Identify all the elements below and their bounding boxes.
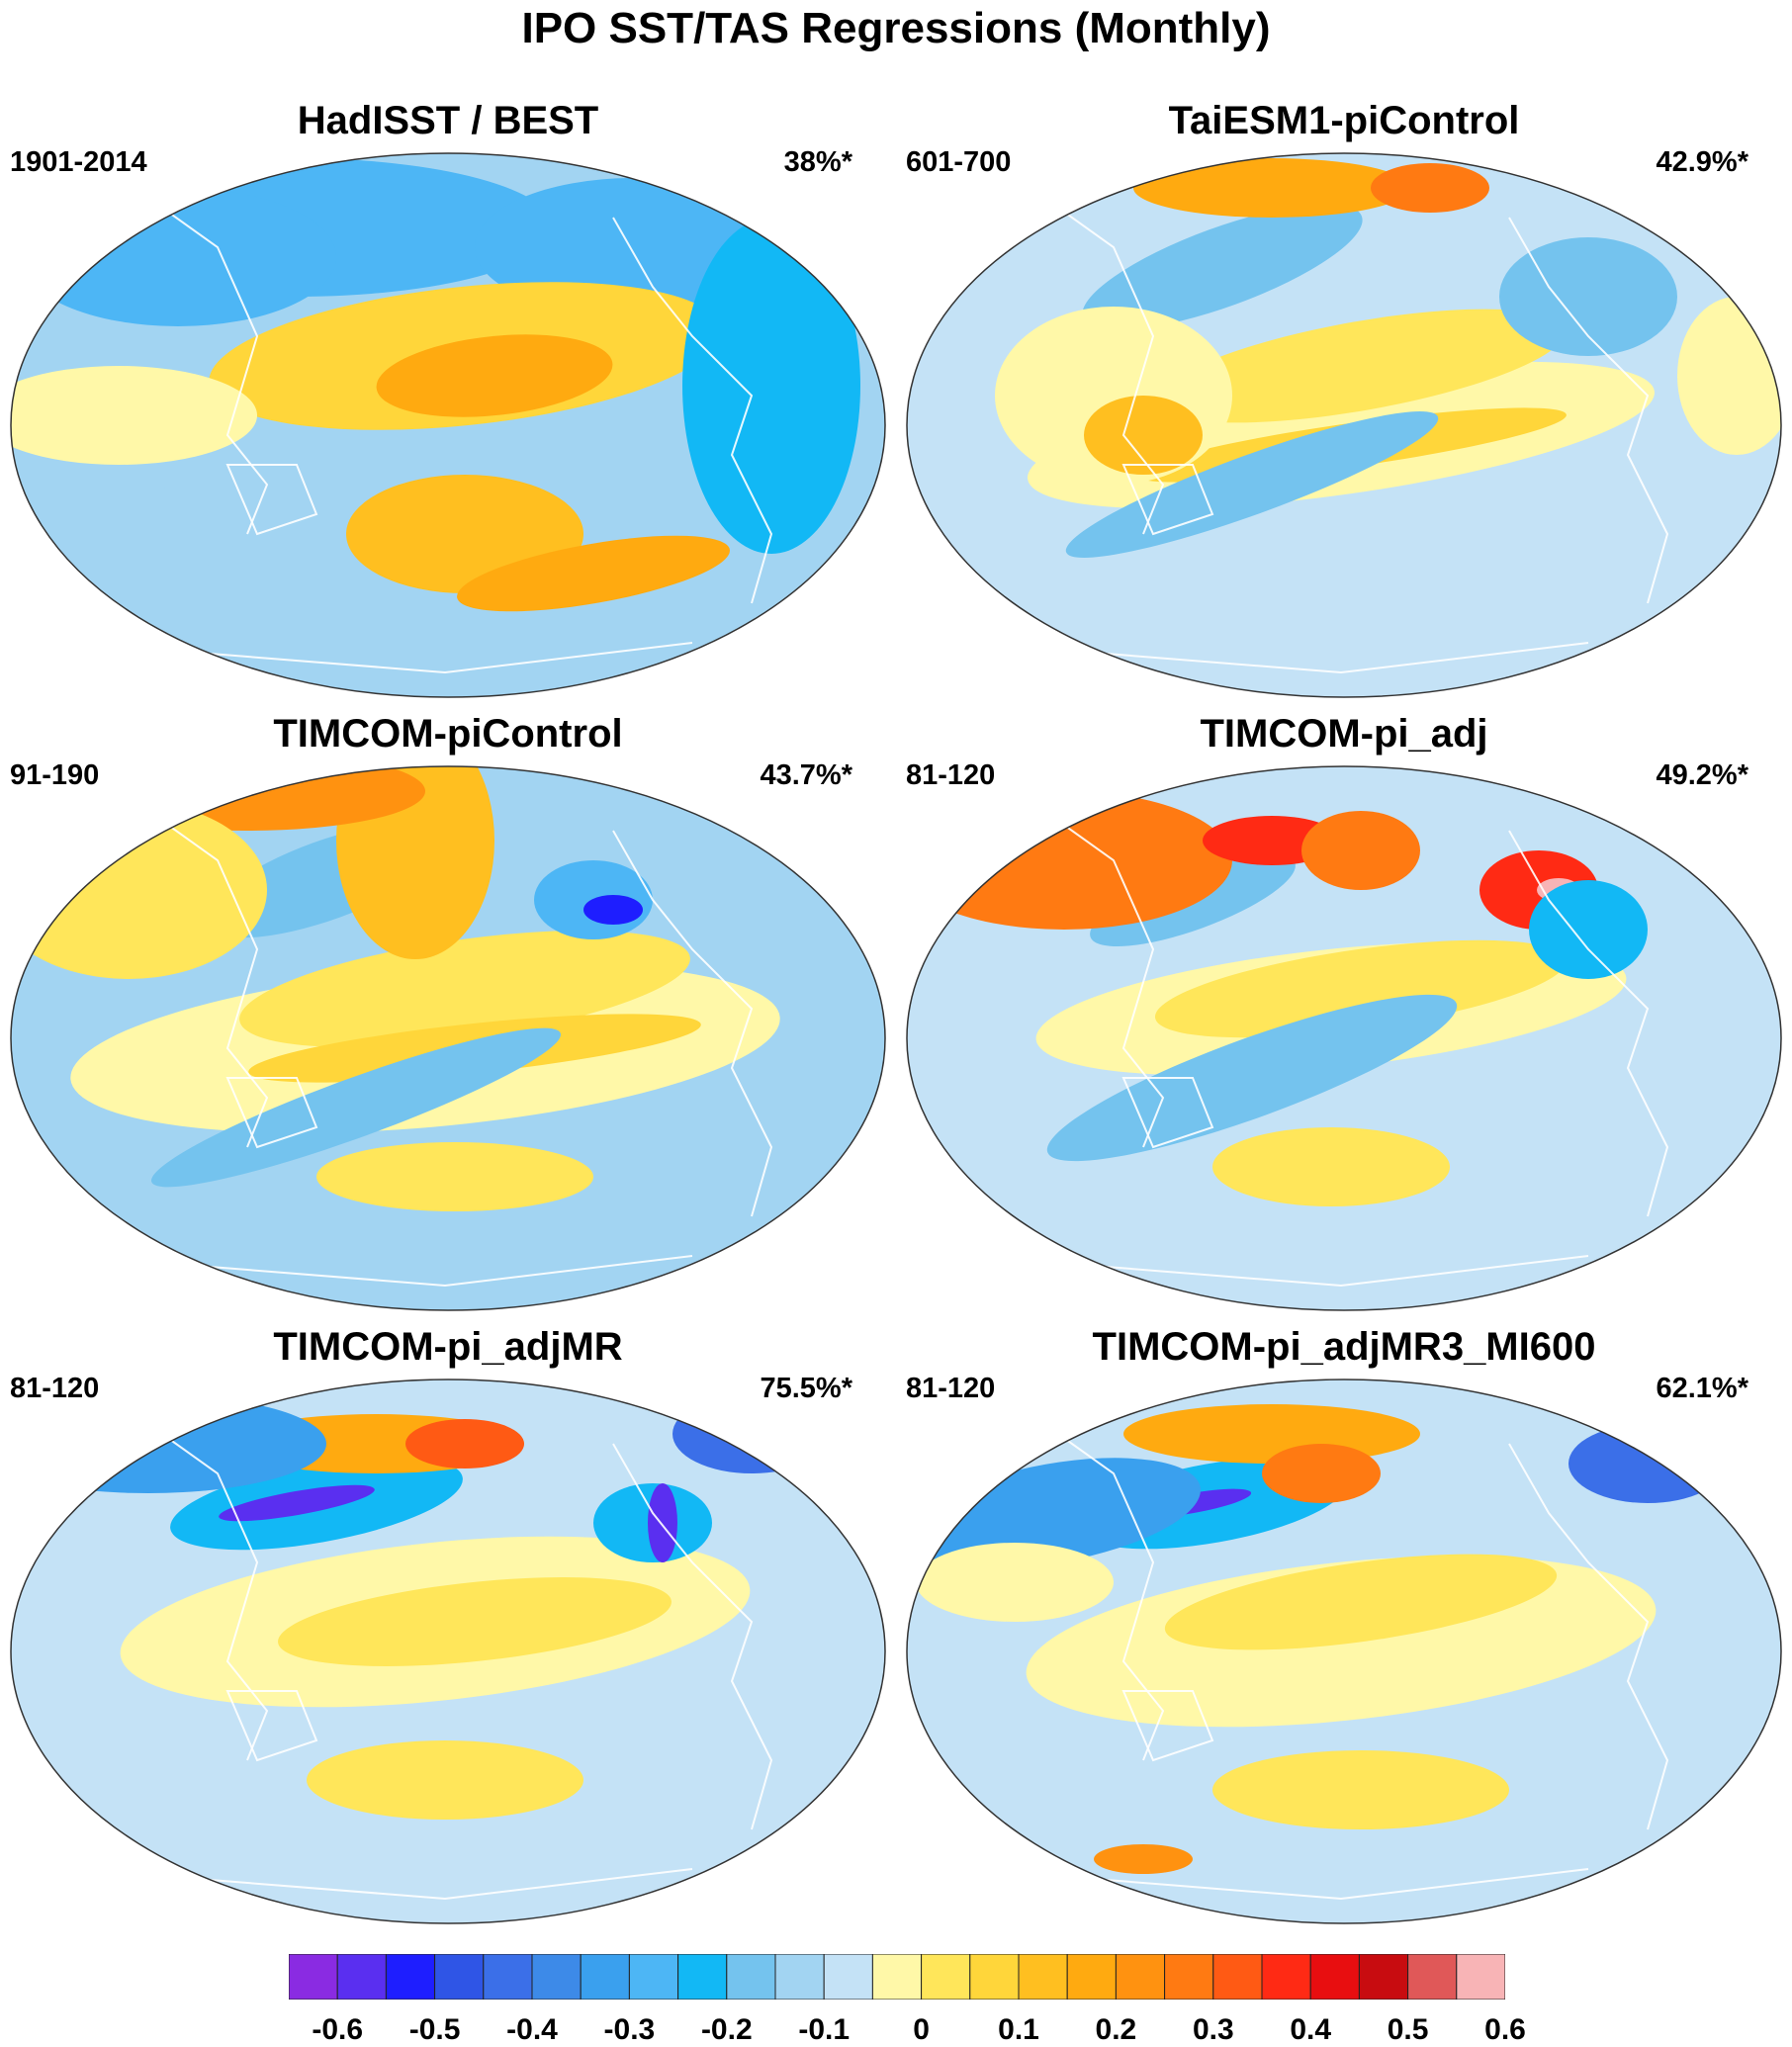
colorbar-swatch <box>1309 1954 1360 2000</box>
regression-map <box>10 765 886 1311</box>
regression-map <box>906 152 1782 698</box>
period-label: 91-190 <box>10 759 100 791</box>
colorbar-swatch <box>1261 1954 1311 2000</box>
panel-3: TIMCOM-piControl 91-190 43.7%* <box>0 712 896 1325</box>
variance-label: 75.5%* <box>760 1373 852 1404</box>
colorbar-swatch <box>336 1954 387 2000</box>
regression-map <box>10 1379 886 1924</box>
variance-label: 38%* <box>783 146 852 178</box>
period-label: 81-120 <box>10 1373 100 1404</box>
colorbar-tick-label: 0.4 <box>1290 2013 1332 2046</box>
panel-6: TIMCOM-pi_adjMR3_MI600 81-120 62.1%* <box>896 1325 1792 1938</box>
panel-2: TaiESM1-piControl 601-700 42.9%* <box>896 99 1792 712</box>
colorbar-swatch <box>483 1954 533 2000</box>
colorbar-swatch <box>1066 1954 1117 2000</box>
colorbar-tick-label: 0.1 <box>998 2013 1039 2046</box>
period-label: 81-120 <box>906 759 996 791</box>
colorbar-swatch <box>385 1954 436 2000</box>
colorbar-swatch <box>1358 1954 1409 2000</box>
period-label: 601-700 <box>906 146 1012 178</box>
panel-1: HadISST / BEST 1901-2014 38%* <box>0 99 896 712</box>
colorbar-swatch <box>580 1954 630 2000</box>
colorbar-swatch <box>871 1954 923 2000</box>
period-label: 1901-2014 <box>10 146 147 178</box>
colorbar-tick-label: 0.5 <box>1387 2013 1429 2046</box>
colorbar-swatch <box>921 1954 971 2000</box>
colorbar-swatch <box>823 1954 873 2000</box>
colorbar-tick-label: -0.4 <box>506 2013 558 2046</box>
colorbar-swatch <box>531 1954 582 2000</box>
colorbar-swatch <box>289 1954 338 2000</box>
colorbar-swatch <box>1407 1954 1458 2000</box>
figure-title: IPO SST/TAS Regressions (Monthly) <box>521 4 1271 52</box>
colorbar-swatch <box>1164 1954 1214 2000</box>
colorbar-swatch <box>1115 1954 1166 2000</box>
panel-title: HadISST / BEST <box>297 99 599 142</box>
panel-title: TIMCOM-pi_adj <box>1200 712 1488 756</box>
panel-title: TIMCOM-pi_adjMR <box>273 1325 623 1369</box>
panel-4: TIMCOM-pi_adj 81-120 49.2%* <box>896 712 1792 1325</box>
panel-title: TIMCOM-pi_adjMR3_MI600 <box>1092 1325 1596 1369</box>
colorbar-swatch <box>1456 1954 1505 2000</box>
colorbar-tick-label: 0.6 <box>1484 2013 1526 2046</box>
colorbar-swatch <box>1018 1954 1068 2000</box>
variance-label: 62.1%* <box>1656 1373 1748 1404</box>
panel-title: TIMCOM-piControl <box>273 712 623 756</box>
colorbar-swatch <box>969 1954 1020 2000</box>
period-label: 81-120 <box>906 1373 996 1404</box>
regression-map <box>10 152 886 698</box>
panel-title: TaiESM1-piControl <box>1168 99 1520 142</box>
regression-map <box>906 765 1782 1311</box>
variance-label: 43.7%* <box>760 759 852 791</box>
colorbar-swatch <box>726 1954 776 2000</box>
colorbar-tick-label: 0.2 <box>1095 2013 1137 2046</box>
colorbar <box>289 1954 1505 2000</box>
colorbar-tick-label: -0.3 <box>603 2013 656 2046</box>
variance-label: 42.9%* <box>1656 146 1748 178</box>
colorbar-swatch <box>1212 1954 1263 2000</box>
colorbar-tick-label: -0.1 <box>798 2013 851 2046</box>
colorbar-tick-label: -0.2 <box>700 2013 753 2046</box>
colorbar-tick-label: 0.3 <box>1192 2013 1234 2046</box>
colorbar-tick-label: 0 <box>913 2013 930 2046</box>
colorbar-swatch <box>434 1954 485 2000</box>
colorbar-swatch <box>628 1954 679 2000</box>
colorbar-swatch <box>677 1954 728 2000</box>
panel-5: TIMCOM-pi_adjMR 81-120 75.5%* <box>0 1325 896 1938</box>
colorbar-tick-label: -0.6 <box>312 2013 364 2046</box>
colorbar-tick-label: -0.5 <box>408 2013 461 2046</box>
variance-label: 49.2%* <box>1656 759 1748 791</box>
colorbar-swatch <box>774 1954 825 2000</box>
regression-map <box>906 1379 1782 1924</box>
